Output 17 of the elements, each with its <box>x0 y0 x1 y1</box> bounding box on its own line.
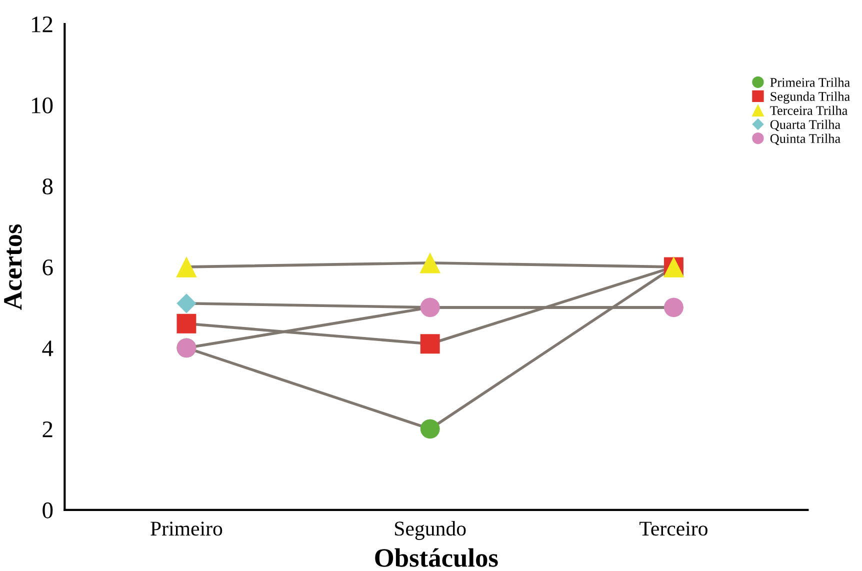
legend-label: Quarta Trilha <box>770 120 840 132</box>
y-tick-label: 2 <box>42 421 52 438</box>
x-tick-label: Terceiro <box>640 522 708 536</box>
legend-label: Primeira Trilha <box>770 78 850 87</box>
y-tick-label: 0 <box>42 502 53 518</box>
y-tick-label: 4 <box>42 340 54 356</box>
x-axis-title: Obstáculos <box>375 548 498 567</box>
y-tick-label: 12 <box>32 16 52 32</box>
y-tick-label: 8 <box>42 178 53 194</box>
legend-label: Terceira Trilha <box>770 106 848 115</box>
y-axis-title: Acertos <box>4 224 22 310</box>
y-tick-label: 6 <box>42 260 53 276</box>
legend-label: Segunda Trilha <box>770 92 850 104</box>
y-tick-label: 10 <box>32 97 53 114</box>
legend-label: Quinta Trilha <box>770 134 840 146</box>
x-tick-label: Segundo <box>395 521 466 540</box>
x-tick-label: Primeiro <box>150 522 222 536</box>
